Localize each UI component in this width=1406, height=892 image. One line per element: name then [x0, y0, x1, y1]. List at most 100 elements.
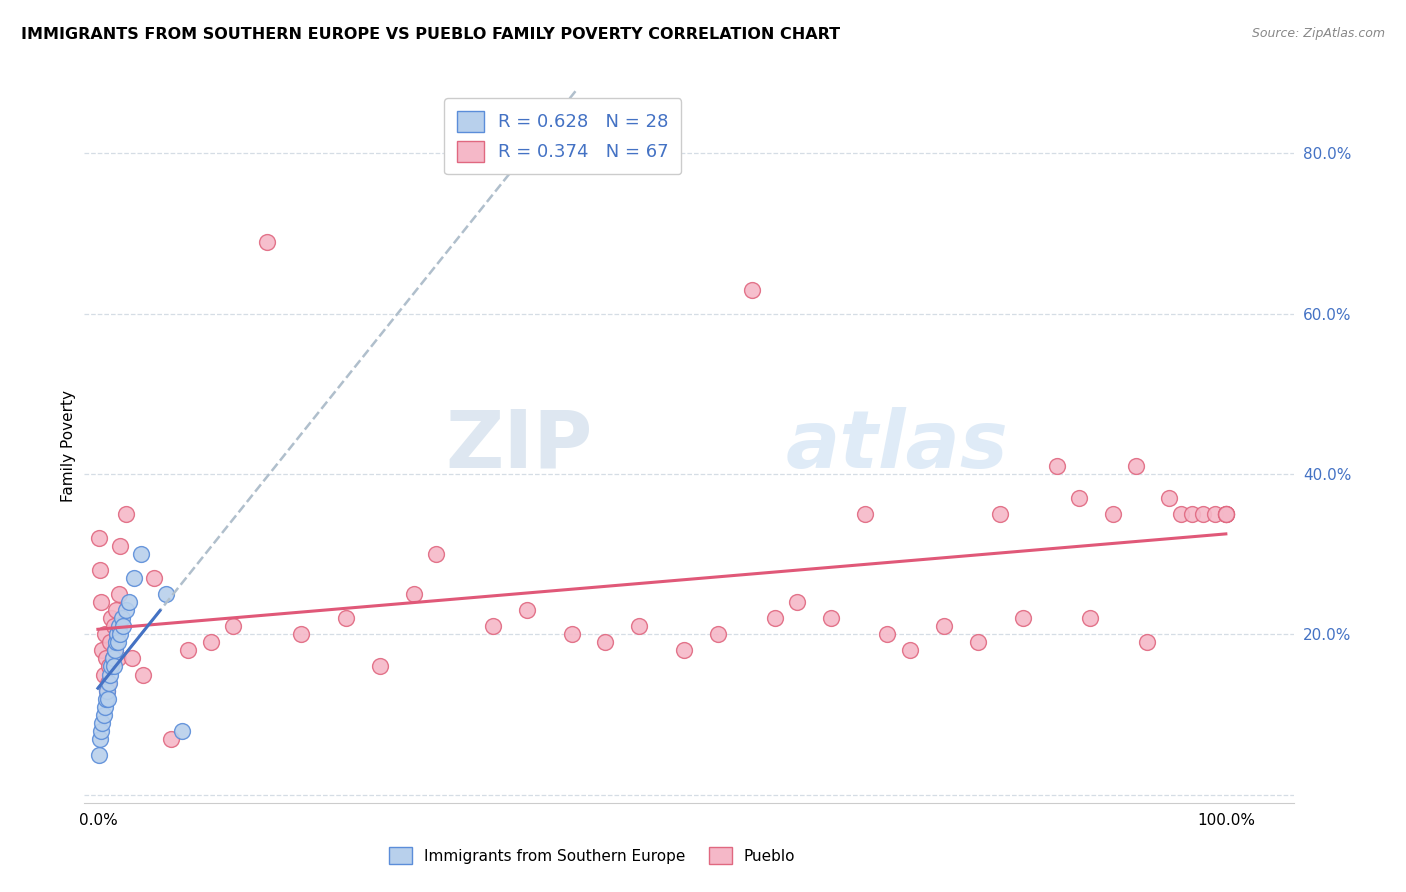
Point — [118, 595, 141, 609]
Point — [104, 635, 127, 649]
Point — [111, 619, 134, 633]
Point — [100, 659, 122, 673]
Point — [107, 635, 129, 649]
Point — [200, 635, 222, 649]
Point — [122, 571, 145, 585]
Point — [988, 507, 1011, 521]
Point — [368, 659, 391, 673]
Point — [96, 683, 118, 698]
Point — [90, 723, 112, 738]
Point — [1192, 507, 1215, 521]
Point — [515, 603, 537, 617]
Point — [335, 611, 357, 625]
Text: atlas: atlas — [786, 407, 1008, 485]
Point — [1215, 507, 1237, 521]
Point — [741, 283, 763, 297]
Point — [105, 627, 128, 641]
Point — [425, 547, 447, 561]
Point — [108, 619, 131, 633]
Point — [104, 603, 127, 617]
Point — [129, 547, 152, 561]
Point — [290, 627, 312, 641]
Point — [628, 619, 651, 633]
Point — [966, 635, 988, 649]
Point — [1125, 458, 1147, 473]
Point — [763, 611, 786, 625]
Point — [932, 619, 955, 633]
Point — [104, 643, 127, 657]
Point — [402, 587, 425, 601]
Point — [94, 691, 117, 706]
Point — [155, 587, 177, 601]
Point — [121, 651, 143, 665]
Point — [90, 595, 112, 609]
Point — [87, 747, 110, 762]
Point — [1215, 507, 1237, 521]
Point — [1215, 507, 1237, 521]
Point — [98, 675, 121, 690]
Point — [172, 723, 194, 738]
Point — [89, 731, 111, 746]
Point — [561, 627, 583, 641]
Point — [115, 603, 138, 617]
Y-axis label: Family Poverty: Family Poverty — [60, 390, 76, 502]
Point — [98, 635, 121, 649]
Point — [91, 715, 114, 730]
Point — [110, 611, 132, 625]
Point — [1170, 507, 1192, 521]
Point — [1136, 635, 1159, 649]
Point — [160, 731, 183, 746]
Point — [101, 651, 124, 665]
Point — [97, 675, 120, 690]
Point — [853, 507, 876, 521]
Point — [98, 659, 121, 673]
Point — [100, 611, 122, 625]
Point — [94, 651, 117, 665]
Point — [103, 619, 125, 633]
Point — [1011, 611, 1033, 625]
Point — [222, 619, 245, 633]
Point — [89, 563, 111, 577]
Point — [177, 643, 200, 657]
Point — [104, 643, 127, 657]
Point — [97, 691, 120, 706]
Point — [1102, 507, 1125, 521]
Point — [93, 707, 115, 722]
Point — [110, 539, 132, 553]
Legend: Immigrants from Southern Europe, Pueblo: Immigrants from Southern Europe, Pueblo — [380, 838, 804, 873]
Point — [132, 667, 155, 681]
Point — [107, 651, 129, 665]
Text: IMMIGRANTS FROM SOUTHERN EUROPE VS PUEBLO FAMILY POVERTY CORRELATION CHART: IMMIGRANTS FROM SOUTHERN EUROPE VS PUEBL… — [21, 27, 841, 42]
Point — [898, 643, 921, 657]
Point — [103, 659, 125, 673]
Point — [595, 635, 617, 649]
Point — [93, 627, 115, 641]
Point — [1204, 507, 1226, 521]
Point — [101, 651, 124, 665]
Point — [673, 643, 696, 657]
Point — [93, 667, 115, 681]
Point — [820, 611, 842, 625]
Point — [143, 571, 166, 585]
Point — [707, 627, 730, 641]
Point — [1159, 491, 1181, 505]
Text: ZIP: ZIP — [444, 407, 592, 485]
Point — [1181, 507, 1204, 521]
Text: Source: ZipAtlas.com: Source: ZipAtlas.com — [1251, 27, 1385, 40]
Point — [1046, 458, 1069, 473]
Point — [786, 595, 808, 609]
Point — [876, 627, 898, 641]
Point — [1080, 611, 1102, 625]
Point — [105, 627, 128, 641]
Point — [1069, 491, 1091, 505]
Point — [91, 643, 114, 657]
Point — [108, 587, 131, 601]
Point — [98, 667, 121, 681]
Point — [1215, 507, 1237, 521]
Point — [115, 507, 138, 521]
Point — [481, 619, 503, 633]
Point — [96, 683, 118, 698]
Point — [87, 531, 110, 545]
Point — [110, 627, 132, 641]
Point — [256, 235, 278, 249]
